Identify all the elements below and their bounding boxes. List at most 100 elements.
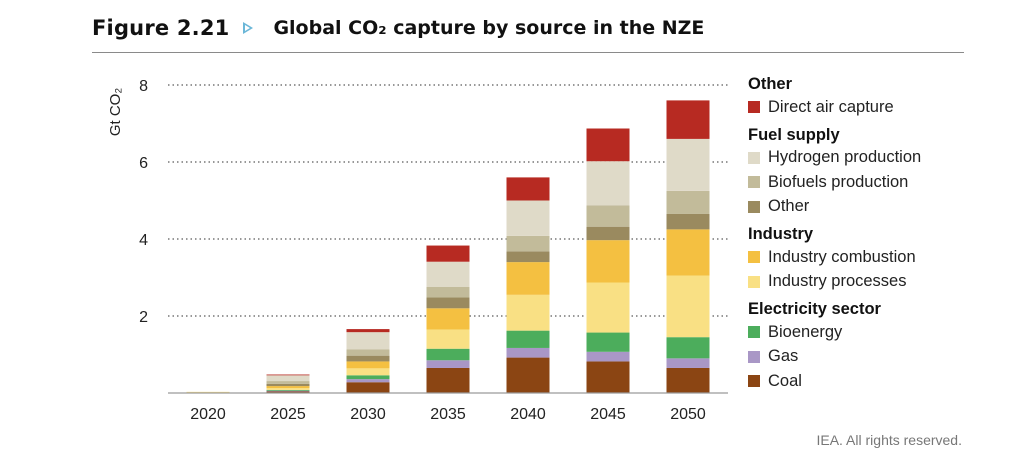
bar-segment [506,294,550,331]
bar-segment [266,386,310,388]
bar-segment [586,361,630,393]
legend-item: Direct air capture [748,95,988,120]
bar-segment [186,391,230,393]
bar-segment [426,297,470,309]
bar-segment [426,367,470,393]
bar-segment [426,245,470,262]
bar-segment [266,375,310,382]
bar-segment [506,251,550,263]
bar-segment [266,389,310,391]
legend-swatch [748,326,760,339]
x-tick-label: 2040 [510,406,546,423]
bar-segment [666,358,710,368]
title-divider [92,52,964,53]
chart-legend: Other Direct air capture Fuel supply Hydrog… [748,73,988,398]
bar-segment [666,213,710,230]
legend-label: Industry combustion [768,247,916,266]
figure-label: Figure 2.21 [92,16,230,40]
bar-segment [506,200,550,236]
legend-group-heading: Electricity sector [748,300,881,318]
bar-segment [346,375,390,380]
bar-segment [506,235,550,252]
legend-swatch [748,200,760,213]
legend-item: Gas [748,345,988,370]
legend-item: Industry combustion [748,245,988,270]
y-tick-label: 4 [139,232,148,249]
bar-segment [586,332,630,352]
bar-segment [506,357,550,393]
bar-segment [586,282,630,333]
legend-swatch [748,176,760,189]
legend-label: Coal [768,371,802,390]
x-tick-label: 2025 [270,406,306,423]
legend-swatch [748,101,760,114]
legend-label: Biofuels production [768,172,909,191]
legend-group: Fuel supply Hydrogen production Biofuels p… [748,124,988,220]
bar-segment [586,351,630,362]
legend-label: Other [768,197,810,216]
stacked-bar-chart: 2 4 6 8 Gt CO₂ 2020 2025 2030 2035 2040 2045 2050 [107,78,728,423]
bar-segment [426,286,470,298]
legend-item: Hydrogen production [748,146,988,171]
x-tick-label: 2030 [350,406,386,423]
bar-segment [346,329,390,333]
bar-segment [506,177,550,201]
y-tick-label: 2 [139,309,148,326]
x-tick-label: 2045 [590,406,626,423]
bar-segment [586,240,630,283]
y-tick-label: 8 [139,78,148,95]
credit-text: IEA. All rights reserved. [816,432,962,448]
bar-segment [426,360,470,368]
bar-segment [586,161,630,206]
legend-swatch [748,275,760,288]
bar-segment [426,348,470,361]
legend-label: Bioenergy [768,322,843,341]
bar-segment [426,308,470,330]
bar-segment [346,382,390,393]
legend-label: Industry processes [768,272,907,291]
bar-segment [586,226,630,241]
bar-segment [346,349,390,356]
bar-segment [666,100,710,139]
figure-header: Figure 2.21 Global CO₂ capture by source… [92,10,704,46]
legend-item: Industry processes [748,270,988,295]
bar-segment [506,347,550,358]
bar-segment [666,138,710,191]
x-tick-label: 2050 [670,406,706,423]
legend-swatch [748,251,760,264]
triangle-icon [243,22,254,34]
bar-segment [266,374,310,376]
x-tick-label: 2035 [430,406,466,423]
legend-label: Gas [768,347,799,366]
bar-segment [346,332,390,350]
bar-segment [346,355,390,362]
figure-title: Global CO₂ capture by source in the NZE [273,17,705,39]
bar-segment [266,391,310,393]
legend-swatch [748,151,760,164]
legend-group-heading: Other [748,75,793,93]
bar-segment [346,368,390,376]
legend-group-heading: Industry [748,225,814,243]
legend-item: Bioenergy [748,320,988,345]
legend-label: Direct air capture [768,97,894,116]
bar-segment [666,367,710,393]
bar-segment [266,381,310,384]
legend-item: Coal [748,369,988,394]
legend-group: Industry Industry combustion Industry proc… [748,223,988,294]
bar-segment [266,390,310,392]
bar-segment [586,205,630,227]
bar-segment [586,128,630,162]
bar-segment [666,337,710,359]
bar-segment [666,229,710,276]
bar-segment [426,261,470,287]
x-tick-label: 2020 [190,406,226,423]
bar-segment [666,275,710,338]
bar-segment [346,361,390,369]
y-axis-label: Gt CO₂ [107,88,124,137]
bar-segment [506,330,550,348]
legend-swatch [748,375,760,388]
bar-segment [266,383,310,387]
legend-group: Other Direct air capture [748,73,988,120]
legend-group: Electricity sector Bioenergy Gas Coal [748,298,988,394]
legend-group-heading: Fuel supply [748,125,840,144]
